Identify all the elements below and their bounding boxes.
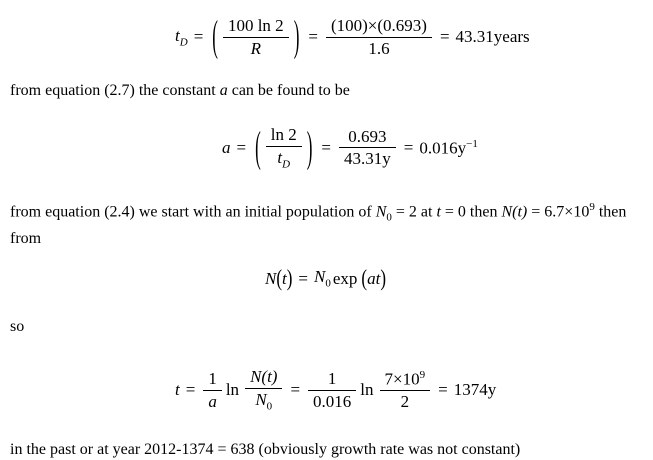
denominator: 0.016 [308,389,357,412]
eq1-lhs: tD [175,25,188,48]
fraction: ln 2 tD [265,125,302,171]
equals-sign: = [321,138,332,158]
denominator: N0 [245,387,283,413]
left-paren: ( [276,265,283,292]
ln-function: ln [360,380,374,400]
variable-N: N [375,203,387,220]
equals-sign: = [193,27,204,47]
equals-sign: = [185,380,196,400]
eq3-argument: (at) [361,265,386,292]
eq1-result: 43.31years [455,27,530,47]
variable-a: a [219,82,228,100]
fraction: (100)×(0.693) 1.6 [325,16,432,59]
equals-sign: = [290,380,301,400]
text-run: can be found to be [227,82,350,100]
numerator: ln 2 [270,125,297,145]
right-paren: ) [380,265,386,292]
fraction: 7×109 2 [379,368,431,412]
fraction: 0.693 43.31y [339,127,396,169]
numerator: 0.693 [348,126,387,146]
eq3-rhs: N0 [314,267,331,290]
paragraph-eq24-intro: from equation (2.4) we start with an ini… [10,197,645,250]
variable-Nt: N(t) [501,203,528,220]
right-paren: ) [286,265,293,292]
equals-sign: = [438,380,448,400]
numerator: (100)×(0.693) [330,16,427,35]
equals-sign: = [403,138,414,158]
fraction: 100 ln 2 R [222,16,289,59]
equation-growth-law: N(t) = N0 exp (at) [10,265,645,292]
subscript-zero: 0 [386,211,392,224]
equation-constant-a: a = ( ln 2 tD ) = 0.693 43.31y = 0.016y−… [10,122,645,172]
eq4-result: 1374y [453,380,497,400]
document-page: tD = ( 100 ln 2 R ) = (100)×(0.693) 1.6 … [0,12,653,460]
numerator: 7×109 [384,368,426,389]
eq2-result: 0.016y−1 [419,137,478,158]
equals-sign: = [236,138,247,158]
denominator: R [222,36,289,59]
text-run: then from [10,203,627,248]
text-run: = 0 then [440,203,502,220]
superscript-nine: 9 [589,200,595,213]
left-paren: ( [361,265,368,292]
equation-solve-time: t = 1 a ln N(t) N0 = 1 0.016 ln 7×109 2 … [10,367,645,413]
fraction: 1 a [203,369,222,411]
right-paren: ) [306,122,313,172]
denominator: 43.31y [339,147,396,169]
paragraph-conclusion: in the past or at year 2012-1374 = 638 (… [10,440,521,458]
equals-sign: = [308,27,318,47]
paragraph-eq27-intro: from equation (2.7) the constant a can b… [10,80,645,101]
denominator: a [203,389,222,412]
variable-t: t [436,203,441,220]
left-paren: ( [255,122,261,172]
equals-sign: = [298,268,309,288]
text-run: from equation (2.7) the constant [10,82,220,100]
fraction: N(t) N0 [245,367,283,413]
ln-function: ln [225,380,240,400]
text-run: from equation (2.4) we start with an ini… [10,203,376,220]
right-paren: ) [293,12,300,61]
exp-function: exp [332,268,358,288]
eq4-lhs: t [175,380,180,400]
denominator: tD [265,145,302,171]
denominator: 1.6 [325,36,432,59]
paragraph-so: so [10,318,25,336]
equation-doubling-time: tD = ( 100 ln 2 R ) = (100)×(0.693) 1.6 … [10,12,645,60]
numerator: N(t) [250,367,278,387]
text-run: = 2 at [391,203,437,220]
numerator: 1 [327,368,337,388]
text-run: = 6.7×10 [527,203,590,220]
denominator: 2 [379,389,431,412]
fraction: 1 0.016 [308,368,357,412]
numerator: 1 [208,368,217,388]
numerator: 100 ln 2 [227,16,284,35]
left-paren: ( [212,12,218,61]
eq2-lhs: a [222,138,231,158]
eq3-lhs: N(t) [265,265,293,292]
equals-sign: = [439,27,450,47]
